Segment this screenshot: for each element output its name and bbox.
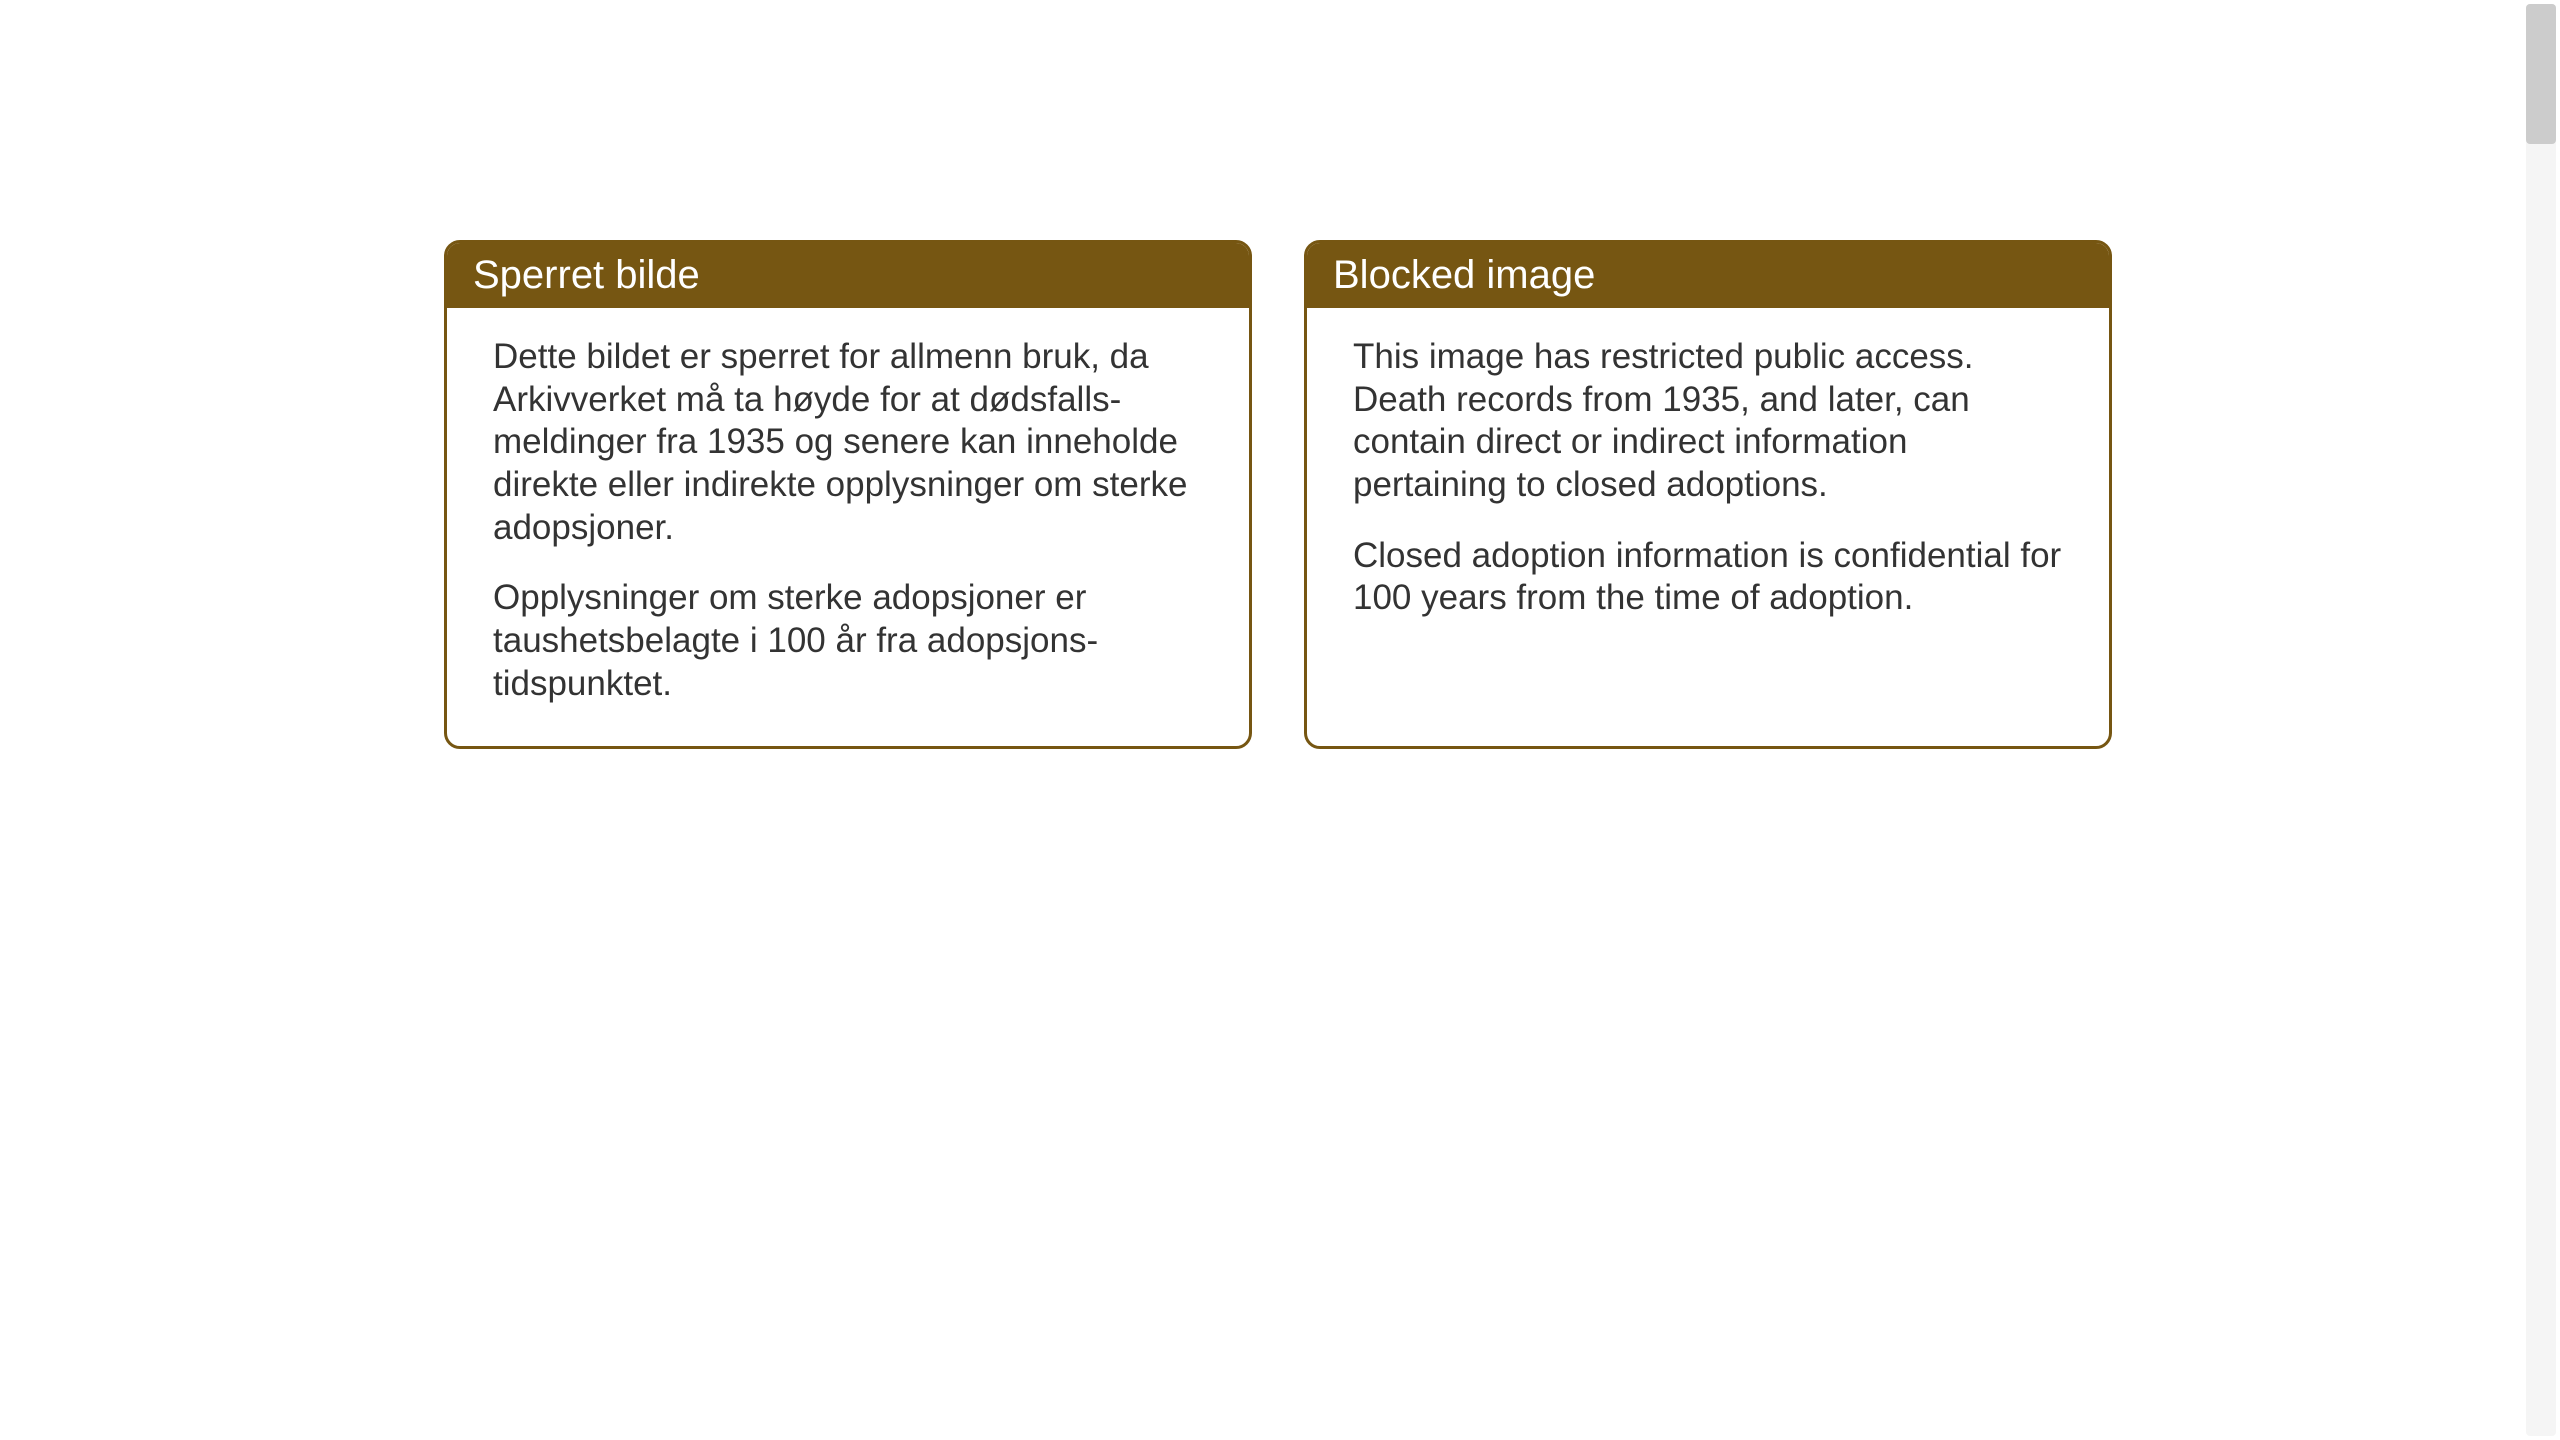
norwegian-paragraph-1: Dette bildet er sperret for allmenn bruk… [493, 336, 1203, 549]
vertical-scrollbar[interactable] [2526, 4, 2556, 1436]
norwegian-card-title: Sperret bilde [447, 243, 1249, 308]
norwegian-notice-card: Sperret bilde Dette bildet er sperret fo… [444, 240, 1252, 749]
english-notice-card: Blocked image This image has restricted … [1304, 240, 2112, 749]
norwegian-card-body: Dette bildet er sperret for allmenn bruk… [447, 308, 1249, 746]
norwegian-paragraph-2: Opplysninger om sterke adopsjoner er tau… [493, 577, 1203, 705]
cards-container: Sperret bilde Dette bildet er sperret fo… [444, 240, 2112, 749]
english-paragraph-1: This image has restricted public access.… [1353, 336, 2063, 507]
english-card-body: This image has restricted public access.… [1307, 308, 2109, 660]
english-paragraph-2: Closed adoption information is confident… [1353, 535, 2063, 620]
scrollbar-thumb[interactable] [2526, 4, 2556, 144]
english-card-title: Blocked image [1307, 243, 2109, 308]
